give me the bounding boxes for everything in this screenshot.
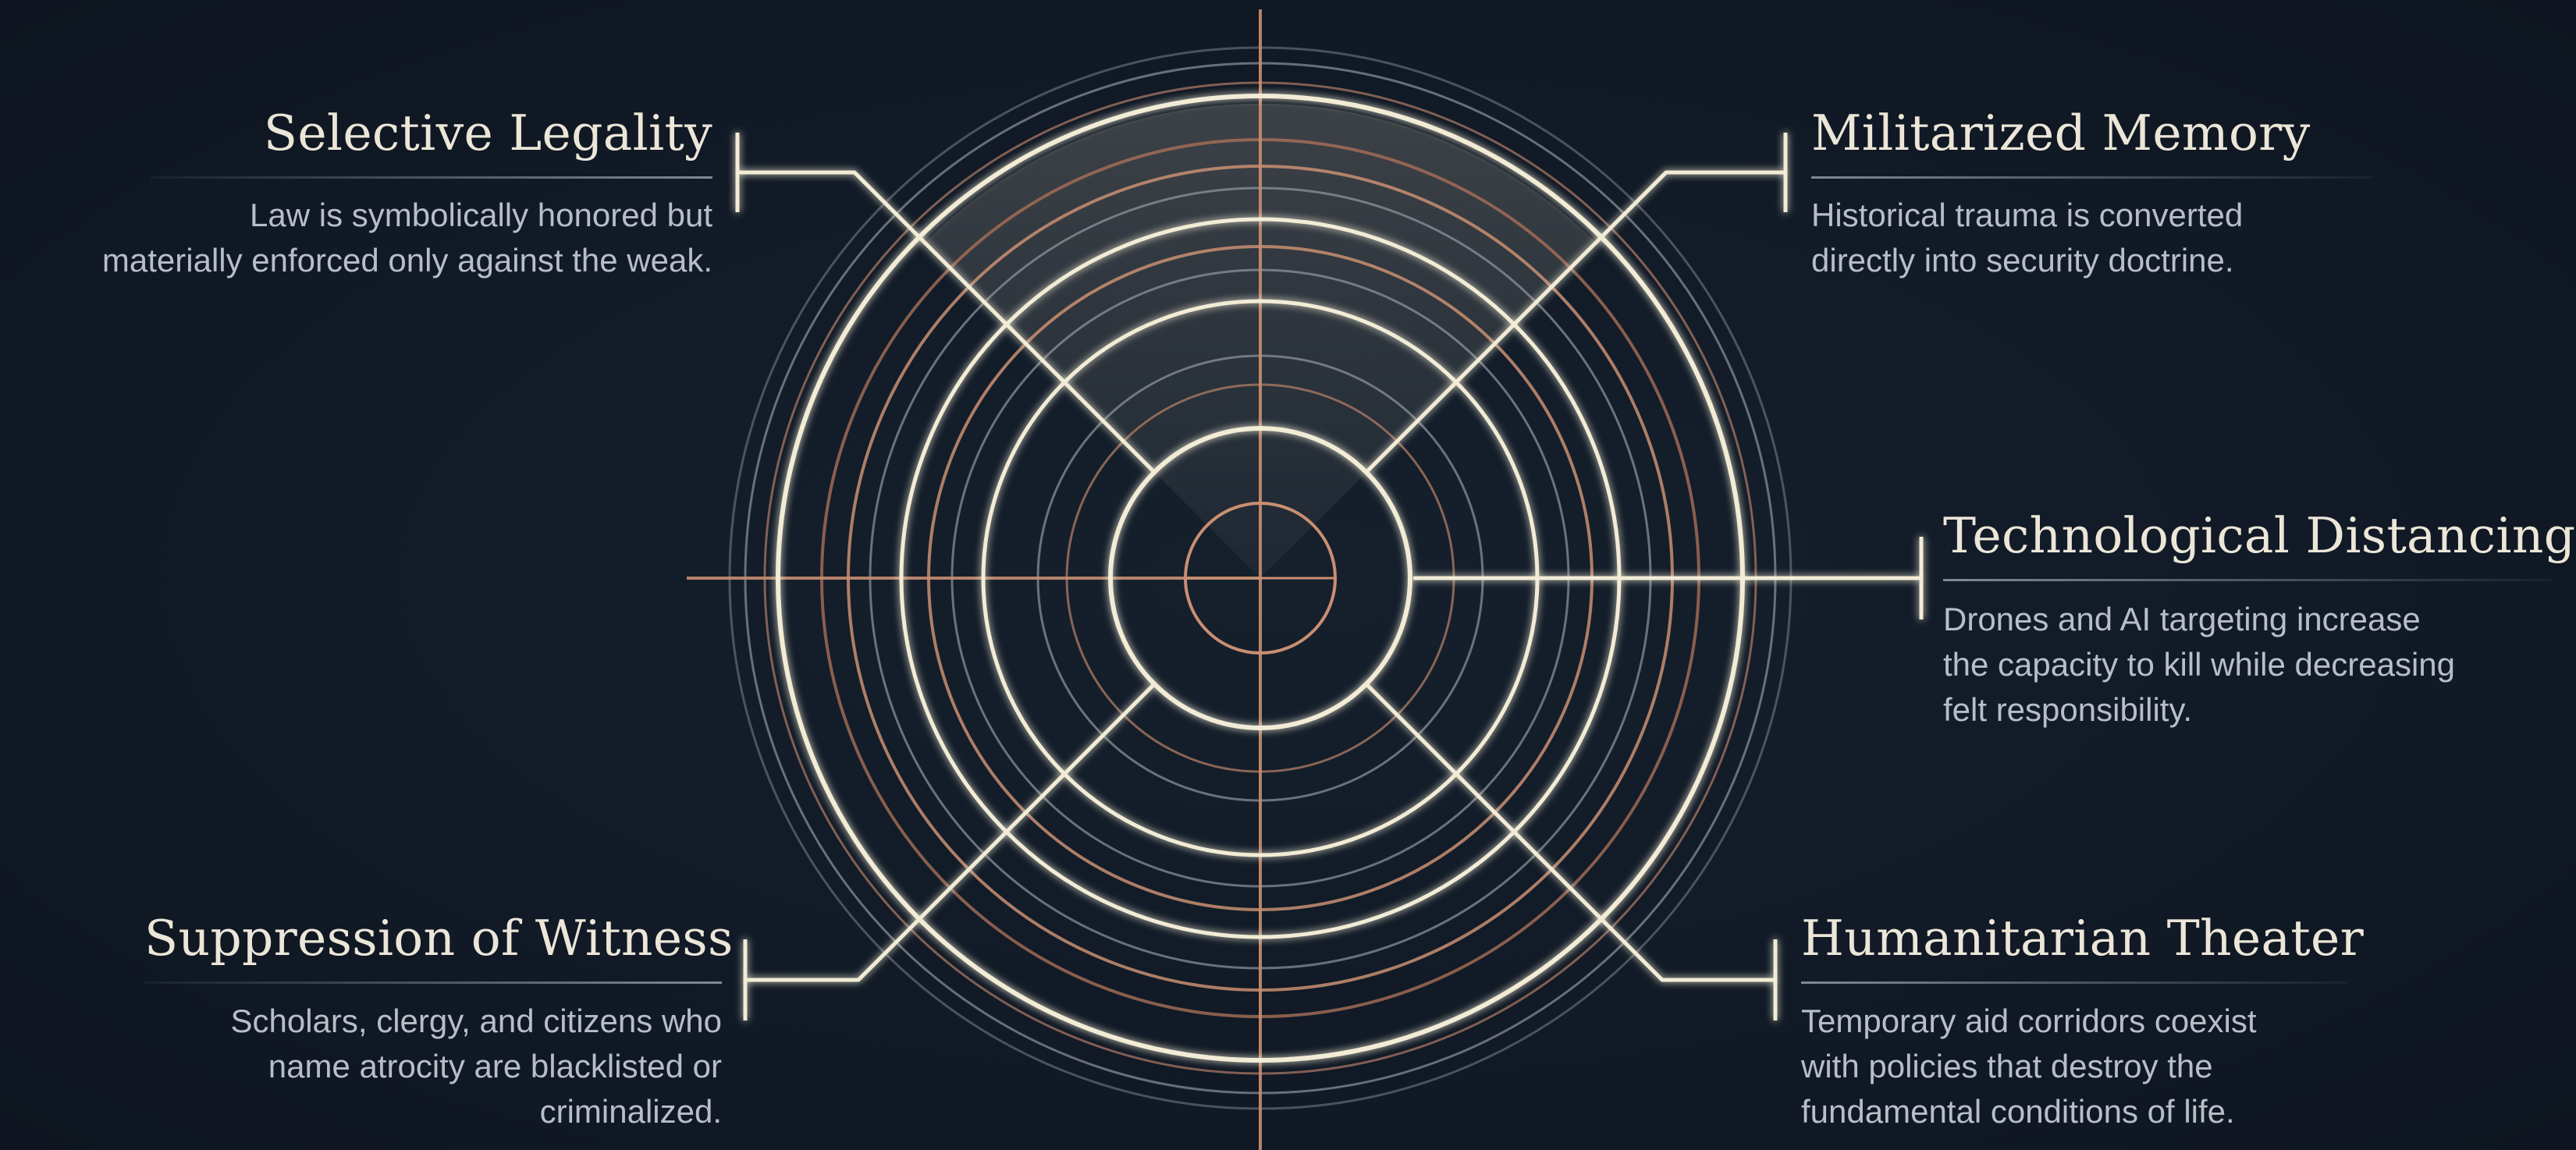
suppression-of-witness-description-line-3: criminalized. xyxy=(539,1093,722,1130)
technological-distancing-title: Technological Distancing xyxy=(1943,504,2575,581)
selective-legality-description-line-1: Law is symbolically honored but xyxy=(250,197,712,233)
selective-legality-description-line-2: materially enforced only against the wea… xyxy=(101,242,712,279)
humanitarian-theater-description-line-3: fundamental conditions of life. xyxy=(1801,1093,2235,1130)
humanitarian-theater-description-line-2: with policies that destroy the xyxy=(1801,1048,2213,1084)
leader-suppression-of-witness xyxy=(745,683,1156,982)
humanitarian-theater-description-line-1: Temporary aid corridors coexist xyxy=(1801,1003,2257,1039)
technological-distancing-description-line-3: felt responsibility. xyxy=(1943,691,2193,728)
leader-humanitarian-theater xyxy=(1365,683,1775,982)
militarized-memory-description-line-1: Historical trauma is converted xyxy=(1811,197,2244,233)
leader-selective-legality xyxy=(737,170,1156,474)
humanitarian-theater-title: Humanitarian Theater xyxy=(1801,907,2364,984)
leader-militarized-memory xyxy=(1365,170,1785,474)
bright-inner-ring xyxy=(1108,426,1412,730)
militarized-memory-description-line-2: directly into security doctrine. xyxy=(1811,242,2234,279)
suppression-of-witness-title: Suppression of Witness xyxy=(144,907,733,984)
militarized-memory-title: Militarized Memory xyxy=(1811,101,2373,179)
suppression-of-witness-description-line-1: Scholars, clergy, and citizens who xyxy=(230,1003,722,1039)
selective-legality-title: Selective Legality xyxy=(151,101,712,179)
technological-distancing-description-line-1: Drones and AI targeting increase xyxy=(1943,601,2421,637)
suppression-of-witness-description-line-2: name atrocity are blacklisted or xyxy=(268,1048,722,1084)
technological-distancing-description-line-2: the capacity to kill while decreasing xyxy=(1943,646,2456,683)
